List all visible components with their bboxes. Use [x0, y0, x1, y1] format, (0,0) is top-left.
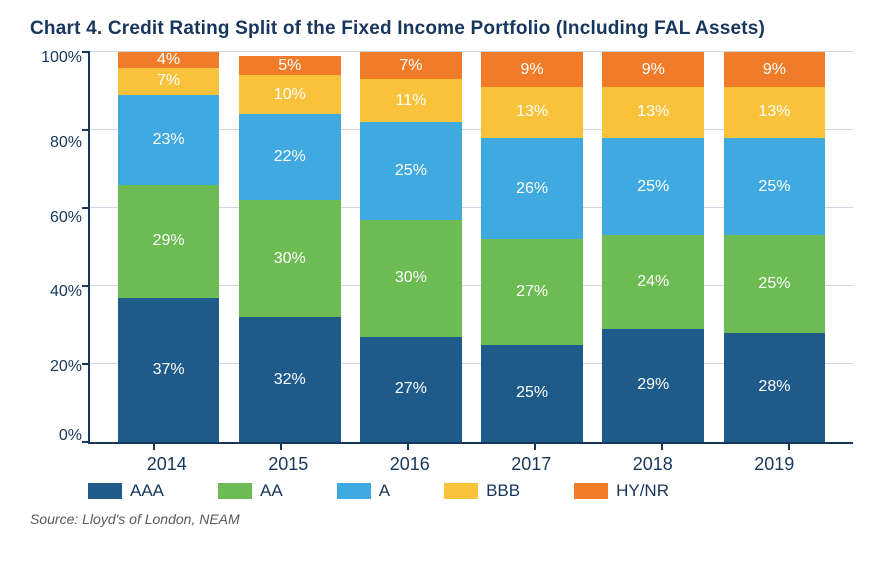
x-axis-labels: 201420152016201720182019 — [106, 454, 835, 475]
bar-segment-aa: 25% — [724, 235, 826, 333]
x-axis-label: 2017 — [471, 454, 593, 475]
y-tick-mark — [82, 207, 90, 209]
bar-segment-aa: 27% — [481, 239, 583, 344]
x-tick-container — [90, 442, 853, 450]
legend: AAAAAABBBHY/NR — [88, 481, 853, 501]
stacked-bar: 25%27%26%13%9% — [481, 52, 583, 442]
bar-segment-a: 25% — [360, 122, 462, 220]
x-tick-mark — [788, 442, 790, 450]
bar-segment-aa: 30% — [360, 220, 462, 337]
x-axis-label: 2019 — [714, 454, 836, 475]
bar-segment-a: 26% — [481, 138, 583, 239]
x-axis-label: 2016 — [349, 454, 471, 475]
bar-slot: 28%25%25%13%9% — [714, 52, 835, 442]
x-tick-mark — [153, 442, 155, 450]
y-tick-mark — [82, 285, 90, 287]
bar-segment-hynr: 9% — [481, 52, 583, 87]
bar-segment-a: 22% — [239, 114, 341, 200]
bar-segment-hynr: 9% — [724, 52, 826, 87]
bars-container: 37%29%23%7%4%32%30%22%10%5%27%30%25%11%7… — [90, 52, 853, 442]
bar-segment-aaa: 25% — [481, 345, 583, 443]
stacked-bar: 32%30%22%10%5% — [239, 52, 341, 442]
y-axis-label: 20% — [50, 359, 82, 375]
legend-swatch — [218, 483, 252, 499]
bar-segment-hynr: 9% — [602, 52, 704, 87]
bar-segment-hynr: 5% — [239, 56, 341, 76]
y-axis: 100% 80% 60% 40% 20% 0% — [30, 52, 82, 442]
bar-segment-aaa: 37% — [118, 298, 220, 442]
bar-segment-aaa: 27% — [360, 337, 462, 442]
bar-slot: 25%27%26%13%9% — [472, 52, 593, 442]
y-tick-mark — [82, 363, 90, 365]
legend-item-a: A — [337, 481, 390, 501]
x-axis-label: 2014 — [106, 454, 228, 475]
legend-label: AAA — [130, 481, 164, 501]
legend-item-bbb: BBB — [444, 481, 520, 501]
bar-segment-bbb: 11% — [360, 79, 462, 122]
stacked-bar: 27%30%25%11%7% — [360, 52, 462, 442]
legend-swatch — [574, 483, 608, 499]
legend-item-hynr: HY/NR — [574, 481, 669, 501]
legend-swatch — [337, 483, 371, 499]
bar-segment-aa: 30% — [239, 200, 341, 317]
bar-segment-aa: 29% — [118, 185, 220, 298]
y-axis-label: 40% — [50, 284, 82, 300]
stacked-bar: 37%29%23%7%4% — [118, 52, 220, 442]
y-axis-label: 80% — [50, 135, 82, 151]
x-axis-label: 2018 — [592, 454, 714, 475]
bar-segment-aaa: 32% — [239, 317, 341, 442]
bar-segment-aa: 24% — [602, 235, 704, 329]
bar-slot: 32%30%22%10%5% — [229, 52, 350, 442]
bar-segment-bbb: 13% — [602, 87, 704, 138]
legend-label: AA — [260, 481, 283, 501]
chart-title: Chart 4. Credit Rating Split of the Fixe… — [30, 18, 853, 40]
legend-swatch — [444, 483, 478, 499]
x-tick-mark — [407, 442, 409, 450]
y-axis-label: 60% — [50, 210, 82, 226]
legend-swatch — [88, 483, 122, 499]
x-tick-mark — [280, 442, 282, 450]
bar-segment-bbb: 13% — [724, 87, 826, 138]
stacked-bar: 29%24%25%13%9% — [602, 52, 704, 442]
bar-slot: 27%30%25%11%7% — [350, 52, 471, 442]
y-axis-label: 100% — [41, 50, 82, 66]
bar-segment-bbb: 7% — [118, 68, 220, 95]
x-tick-mark — [534, 442, 536, 450]
legend-item-aaa: AAA — [88, 481, 164, 501]
bar-slot: 37%29%23%7%4% — [108, 52, 229, 442]
legend-label: HY/NR — [616, 481, 669, 501]
chart-container: Chart 4. Credit Rating Split of the Fixe… — [0, 0, 883, 571]
bar-segment-hynr: 7% — [360, 52, 462, 79]
bar-segment-hynr: 4% — [118, 52, 220, 68]
y-tick-mark — [82, 129, 90, 131]
plot-area: 37%29%23%7%4%32%30%22%10%5%27%30%25%11%7… — [88, 52, 853, 444]
x-tick-mark — [661, 442, 663, 450]
bar-segment-a: 25% — [602, 138, 704, 236]
y-tick-mark — [82, 441, 90, 443]
bar-slot: 29%24%25%13%9% — [593, 52, 714, 442]
stacked-bar: 28%25%25%13%9% — [724, 52, 826, 442]
bar-segment-bbb: 13% — [481, 87, 583, 138]
source-note: Source: Lloyd's of London, NEAM — [30, 511, 853, 527]
bar-segment-bbb: 10% — [239, 75, 341, 114]
plot-row: 100%80%60%40%20%0% 37%29%23%7%4%32%30%22… — [30, 52, 853, 444]
y-axis-label: 0% — [59, 428, 82, 444]
x-axis-label: 2015 — [228, 454, 350, 475]
bar-segment-aaa: 29% — [602, 329, 704, 442]
legend-label: BBB — [486, 481, 520, 501]
bar-segment-a: 23% — [118, 95, 220, 185]
bar-segment-aaa: 28% — [724, 333, 826, 442]
y-tick-mark — [82, 51, 90, 53]
bar-segment-a: 25% — [724, 138, 826, 236]
legend-item-aa: AA — [218, 481, 283, 501]
legend-label: A — [379, 481, 390, 501]
